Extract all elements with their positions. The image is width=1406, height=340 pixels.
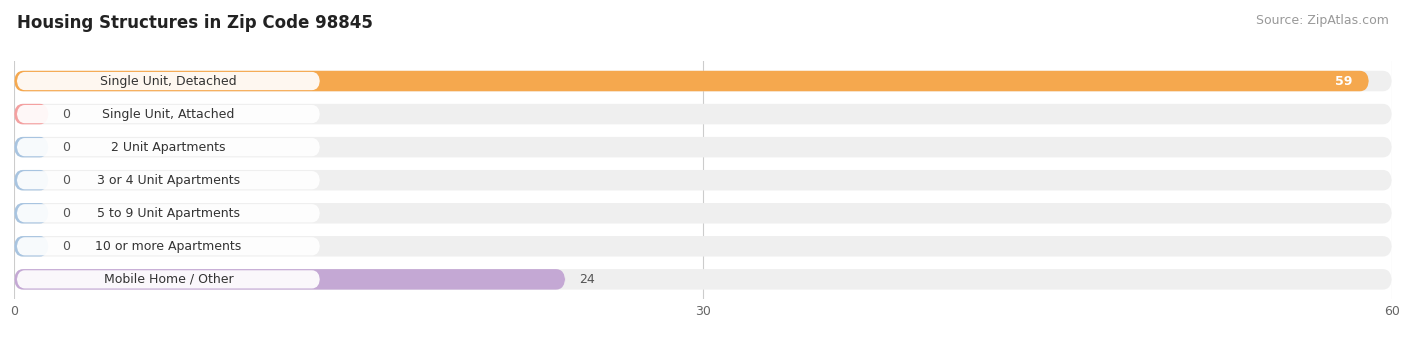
Text: 24: 24 bbox=[579, 273, 595, 286]
Text: Single Unit, Detached: Single Unit, Detached bbox=[100, 74, 236, 87]
FancyBboxPatch shape bbox=[17, 72, 321, 90]
Text: 10 or more Apartments: 10 or more Apartments bbox=[96, 240, 242, 253]
Text: 0: 0 bbox=[62, 107, 70, 121]
FancyBboxPatch shape bbox=[17, 270, 321, 288]
Text: 5 to 9 Unit Apartments: 5 to 9 Unit Apartments bbox=[97, 207, 240, 220]
Text: 0: 0 bbox=[62, 174, 70, 187]
FancyBboxPatch shape bbox=[14, 203, 48, 223]
Text: Mobile Home / Other: Mobile Home / Other bbox=[104, 273, 233, 286]
Text: Source: ZipAtlas.com: Source: ZipAtlas.com bbox=[1256, 14, 1389, 27]
FancyBboxPatch shape bbox=[14, 137, 1392, 157]
FancyBboxPatch shape bbox=[14, 170, 1392, 190]
FancyBboxPatch shape bbox=[14, 269, 1392, 290]
FancyBboxPatch shape bbox=[17, 105, 321, 123]
Text: Single Unit, Attached: Single Unit, Attached bbox=[103, 107, 235, 121]
FancyBboxPatch shape bbox=[14, 71, 1369, 91]
FancyBboxPatch shape bbox=[14, 170, 48, 190]
FancyBboxPatch shape bbox=[14, 236, 48, 257]
FancyBboxPatch shape bbox=[14, 137, 48, 157]
Text: 0: 0 bbox=[62, 240, 70, 253]
Text: 3 or 4 Unit Apartments: 3 or 4 Unit Apartments bbox=[97, 174, 240, 187]
FancyBboxPatch shape bbox=[14, 104, 1392, 124]
FancyBboxPatch shape bbox=[14, 104, 48, 124]
FancyBboxPatch shape bbox=[17, 171, 321, 189]
Text: 0: 0 bbox=[62, 141, 70, 154]
Text: 2 Unit Apartments: 2 Unit Apartments bbox=[111, 141, 225, 154]
Text: 0: 0 bbox=[62, 207, 70, 220]
FancyBboxPatch shape bbox=[17, 138, 321, 156]
FancyBboxPatch shape bbox=[17, 237, 321, 255]
Text: 59: 59 bbox=[1336, 74, 1353, 87]
FancyBboxPatch shape bbox=[14, 269, 565, 290]
FancyBboxPatch shape bbox=[14, 236, 1392, 257]
Text: Housing Structures in Zip Code 98845: Housing Structures in Zip Code 98845 bbox=[17, 14, 373, 32]
FancyBboxPatch shape bbox=[17, 204, 321, 222]
FancyBboxPatch shape bbox=[14, 71, 1392, 91]
FancyBboxPatch shape bbox=[14, 203, 1392, 223]
